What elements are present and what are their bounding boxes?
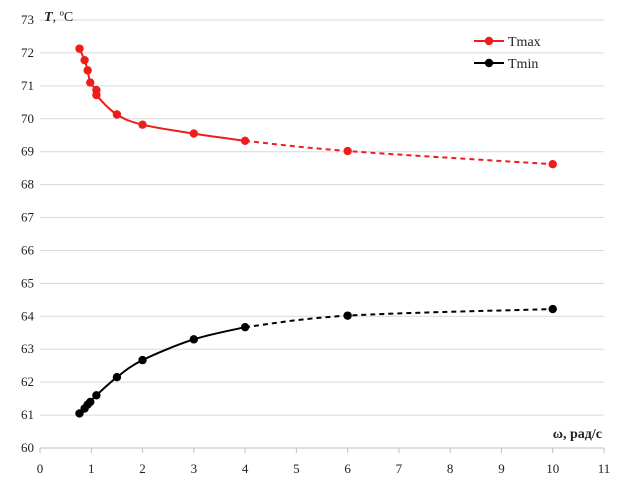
y-tick-label: 65 [21,275,34,290]
y-axis-unit: , ºC [53,10,74,25]
x-tick-label: 1 [88,461,95,476]
y-tick-label: 69 [21,144,34,159]
tmin-point [189,335,199,344]
x-tick-label: 10 [546,461,559,476]
y-tick-label: 61 [21,407,34,422]
tmax-line-solid [78,48,246,142]
tmax-point [80,55,89,65]
y-tick-label: 68 [21,177,34,192]
tmax-point [92,90,101,100]
tmax-point [75,44,84,53]
x-tick-label: 9 [498,461,505,476]
y-tick-label: 64 [21,308,35,323]
tmax-line-dashed [244,139,553,166]
tmin-point [343,311,352,320]
legend-label-tmin: Tmin [508,57,538,72]
x-tick-labels: 0 1 2 3 4 5 6 7 8 9 10 11 [37,461,611,476]
tmin-point [86,397,95,407]
tmax-point [240,136,250,146]
legend-swatch-marker [484,58,494,68]
tmax-point [83,66,92,75]
tmax-point [86,78,95,87]
y-tick-label: 71 [21,78,34,93]
y-tick-label: 72 [21,45,34,60]
x-tick-label: 6 [344,461,351,476]
y-tick-label: 73 [21,12,34,27]
tmin-point [92,391,101,400]
x-tick-label: 7 [396,461,403,476]
tmax-point [138,120,147,129]
tmin-point [138,355,147,365]
y-tick-label: 63 [21,341,34,356]
tmin-point [240,322,250,332]
tmin-point [112,373,122,382]
legend-swatch-marker [484,36,494,46]
x-tick-label: 0 [37,461,44,476]
series-layer [75,44,557,418]
x-tick-label: 2 [139,461,146,476]
tmax-point [548,160,557,169]
y-tick-label: 60 [21,440,34,455]
y-tick-label: 67 [21,210,35,225]
tmin-line-solid [78,326,246,415]
y-axis-title: T, ºC [44,10,73,25]
tmax-point [343,146,352,156]
x-axis-title: ω, рад/с [553,427,602,442]
x-tick-label: 8 [447,461,454,476]
x-tick-label: 5 [293,461,300,476]
y-tick-label: 70 [21,111,34,126]
legend: Tmax Tmin [474,35,541,72]
tmin-point [548,304,557,314]
y-tick-labels: 60 61 62 63 64 65 66 67 68 69 70 71 72 73 [21,12,35,455]
tmax-point [189,129,199,138]
x-tick-label: 4 [242,461,249,476]
y-tick-label: 66 [21,242,35,257]
tmin-line-dashed [244,308,553,329]
x-tick-label: 11 [598,461,611,476]
legend-label-tmax: Tmax [508,35,541,50]
tmax-point [112,110,122,119]
y-tick-label: 62 [21,374,34,389]
y-axis-symbol: T [44,10,54,25]
gridlines [40,19,604,449]
axes [39,447,605,453]
x-tick-label: 3 [191,461,198,476]
